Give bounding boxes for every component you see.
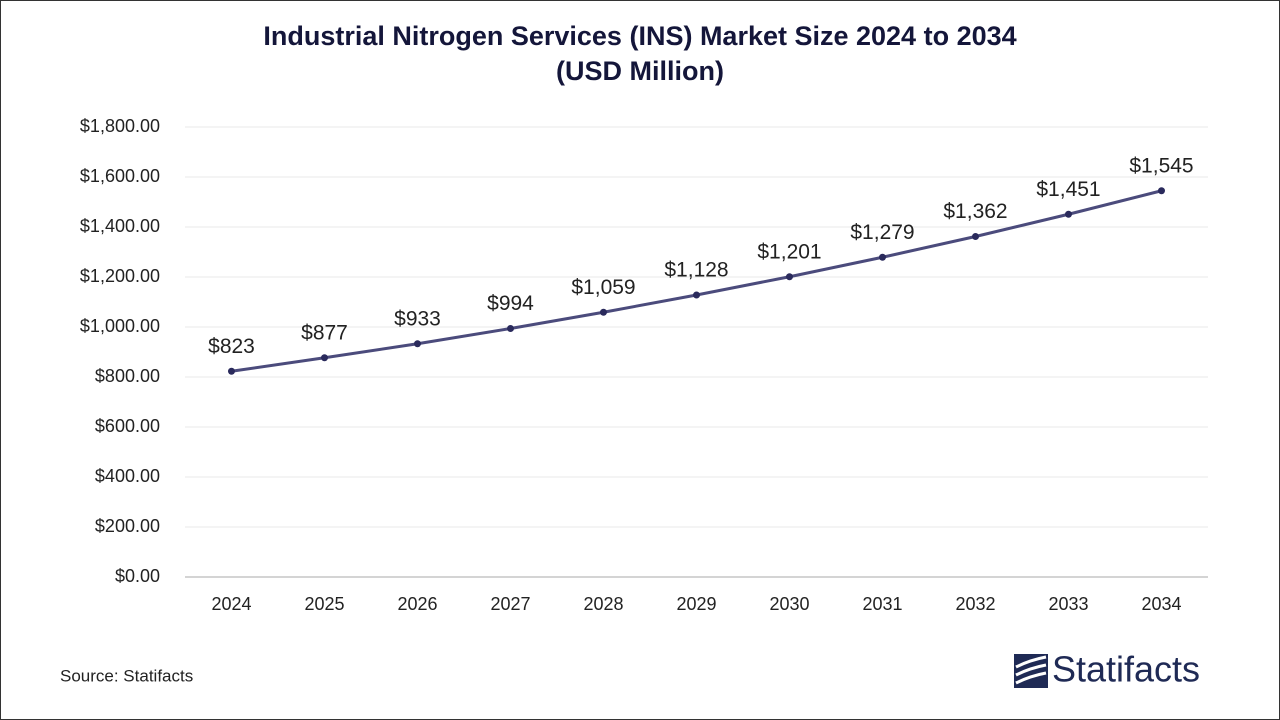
- point: [879, 253, 886, 261]
- y-tick-label: $800.00: [95, 366, 160, 386]
- y-tick-label: $1,600.00: [80, 166, 160, 186]
- value-label: $1,362: [943, 200, 1007, 223]
- point: [693, 291, 700, 299]
- value-label: $1,059: [571, 276, 635, 299]
- x-tick-label: 2025: [304, 594, 344, 614]
- point: [228, 367, 235, 375]
- value-label: $1,451: [1036, 178, 1100, 201]
- chart-title: (USD Million): [556, 56, 724, 86]
- point: [414, 340, 421, 348]
- point: [786, 273, 793, 281]
- chart-title: Industrial Nitrogen Services (INS) Marke…: [263, 21, 1016, 51]
- point: [972, 233, 979, 240]
- value-label: $877: [301, 321, 348, 344]
- x-tick-label: 2033: [1048, 594, 1088, 614]
- x-tick-label: 2034: [1141, 594, 1181, 614]
- value-label: $1,545: [1129, 154, 1193, 177]
- logo: Statifacts: [1014, 649, 1200, 690]
- point: [1158, 187, 1165, 195]
- logo-text: Statifacts: [1052, 649, 1200, 690]
- y-tick-label: $1,800.00: [80, 116, 160, 136]
- value-label: $994: [487, 292, 534, 315]
- y-tick-label: $400.00: [95, 466, 160, 486]
- point: [507, 325, 514, 332]
- y-tick-label: $0.00: [115, 566, 160, 586]
- value-label: $823: [208, 335, 255, 358]
- x-tick-label: 2029: [676, 594, 716, 614]
- x-tick-label: 2026: [397, 594, 437, 614]
- y-tick-label: $600.00: [95, 416, 160, 436]
- y-tick-label: $200.00: [95, 516, 160, 536]
- value-label: $933: [394, 307, 441, 330]
- y-tick-label: $1,400.00: [80, 216, 160, 236]
- value-label: $1,279: [850, 221, 914, 244]
- x-tick-label: 2030: [769, 594, 809, 614]
- point: [1065, 210, 1072, 218]
- value-label: $1,201: [757, 240, 821, 263]
- x-tick-label: 2027: [490, 594, 530, 614]
- y-tick-label: $1,200.00: [80, 266, 160, 286]
- x-tick-label: 2032: [955, 594, 995, 614]
- x-tick-label: 2024: [211, 594, 251, 614]
- y-tick-label: $1,000.00: [80, 316, 160, 336]
- source-note: Source: Statifacts: [60, 666, 193, 685]
- value-label: $1,128: [664, 259, 728, 282]
- point: [321, 354, 328, 362]
- logo-stripes: [1015, 655, 1047, 685]
- point: [600, 308, 607, 316]
- x-tick-label: 2031: [862, 594, 902, 614]
- x-tick-label: 2028: [583, 594, 623, 614]
